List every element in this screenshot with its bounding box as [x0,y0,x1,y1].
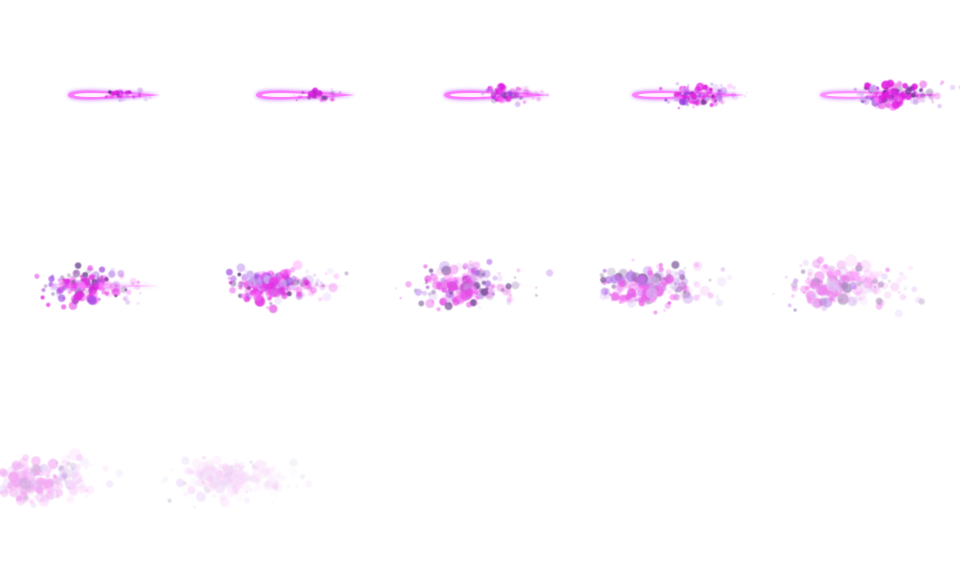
sprite-frame-12 [160,384,384,576]
particle-burst [851,79,960,111]
sprite-frame-5 [768,0,960,192]
projectile-burst-graphic [160,455,313,509]
projectile-burst-graphic [444,83,550,108]
sprite-frame-6 [0,192,192,384]
projectile-burst-graphic [772,254,925,318]
sprite-frame-1 [0,0,192,192]
sprite-frame-8 [384,192,576,384]
particle-burst [772,254,925,318]
projectile-burst-graphic [632,82,748,109]
projectile-burst-graphic [394,258,554,312]
particle-burst [293,87,349,103]
particle-burst [225,260,349,314]
sprite-frame-10 [768,192,960,384]
sprite-frame-7 [192,192,384,384]
sprite-frame-11 [0,384,192,576]
projectile-burst-graphic [599,258,733,315]
particle-burst [599,258,733,315]
particle-burst [394,258,554,312]
particle-burst [0,448,124,508]
projectile-burst-graphic [68,87,160,103]
projectile-burst-graphic [0,448,124,508]
particle-burst [34,262,147,310]
sprite-frame-4 [576,0,768,192]
sprite-frame-3 [384,0,576,192]
particle-burst [160,455,313,509]
sprite-frame-2 [192,0,384,192]
particle-burst [104,87,152,103]
particle-burst [481,83,549,108]
projectile-burst-graphic [225,260,349,314]
sprite-frame-9 [576,192,768,384]
particle-burst [659,82,748,109]
projectile-burst-graphic [256,87,355,103]
projectile-burst-graphic [820,79,960,111]
projectile-burst-graphic [34,262,160,310]
